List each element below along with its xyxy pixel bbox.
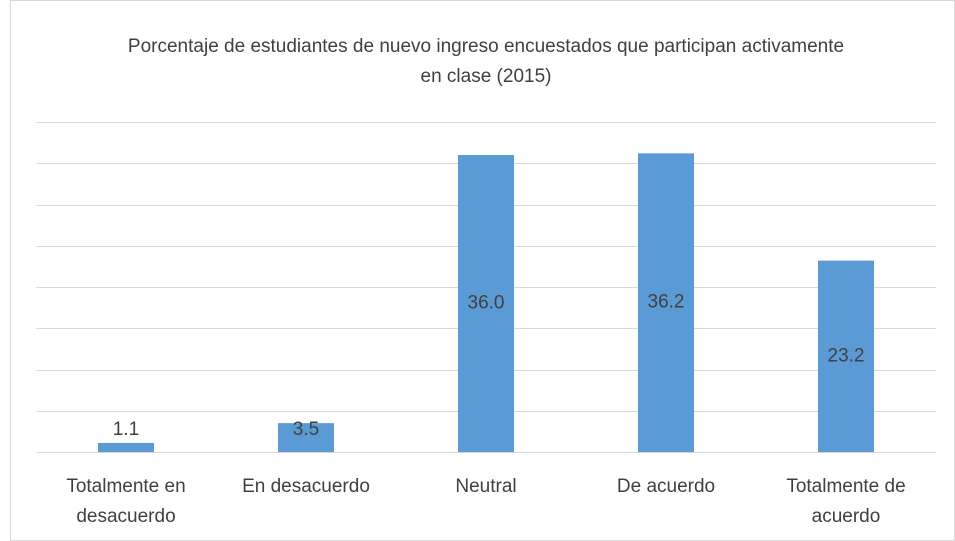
bar: [98, 442, 154, 452]
bar: [278, 423, 334, 452]
x-tick-label: Totalmente de acuerdo: [786, 476, 906, 527]
x-tick-label: En desacuerdo: [242, 476, 370, 497]
bar: [638, 153, 694, 452]
data-label: 23.2: [828, 345, 865, 366]
data-label: 1.1: [113, 419, 139, 440]
x-tick-label: Neutral: [455, 476, 517, 497]
data-label: 36.2: [648, 292, 685, 313]
data-label: 3.5: [293, 419, 319, 440]
bar: [458, 155, 514, 452]
x-tick-label: De acuerdo: [616, 476, 716, 497]
bar: [818, 260, 874, 452]
chart-title: Porcentaje de estudiantes de nuevo ingre…: [127, 36, 845, 87]
x-tick-label: Totalmente en desacuerdo: [66, 476, 186, 527]
data-label: 36.0: [468, 293, 505, 314]
